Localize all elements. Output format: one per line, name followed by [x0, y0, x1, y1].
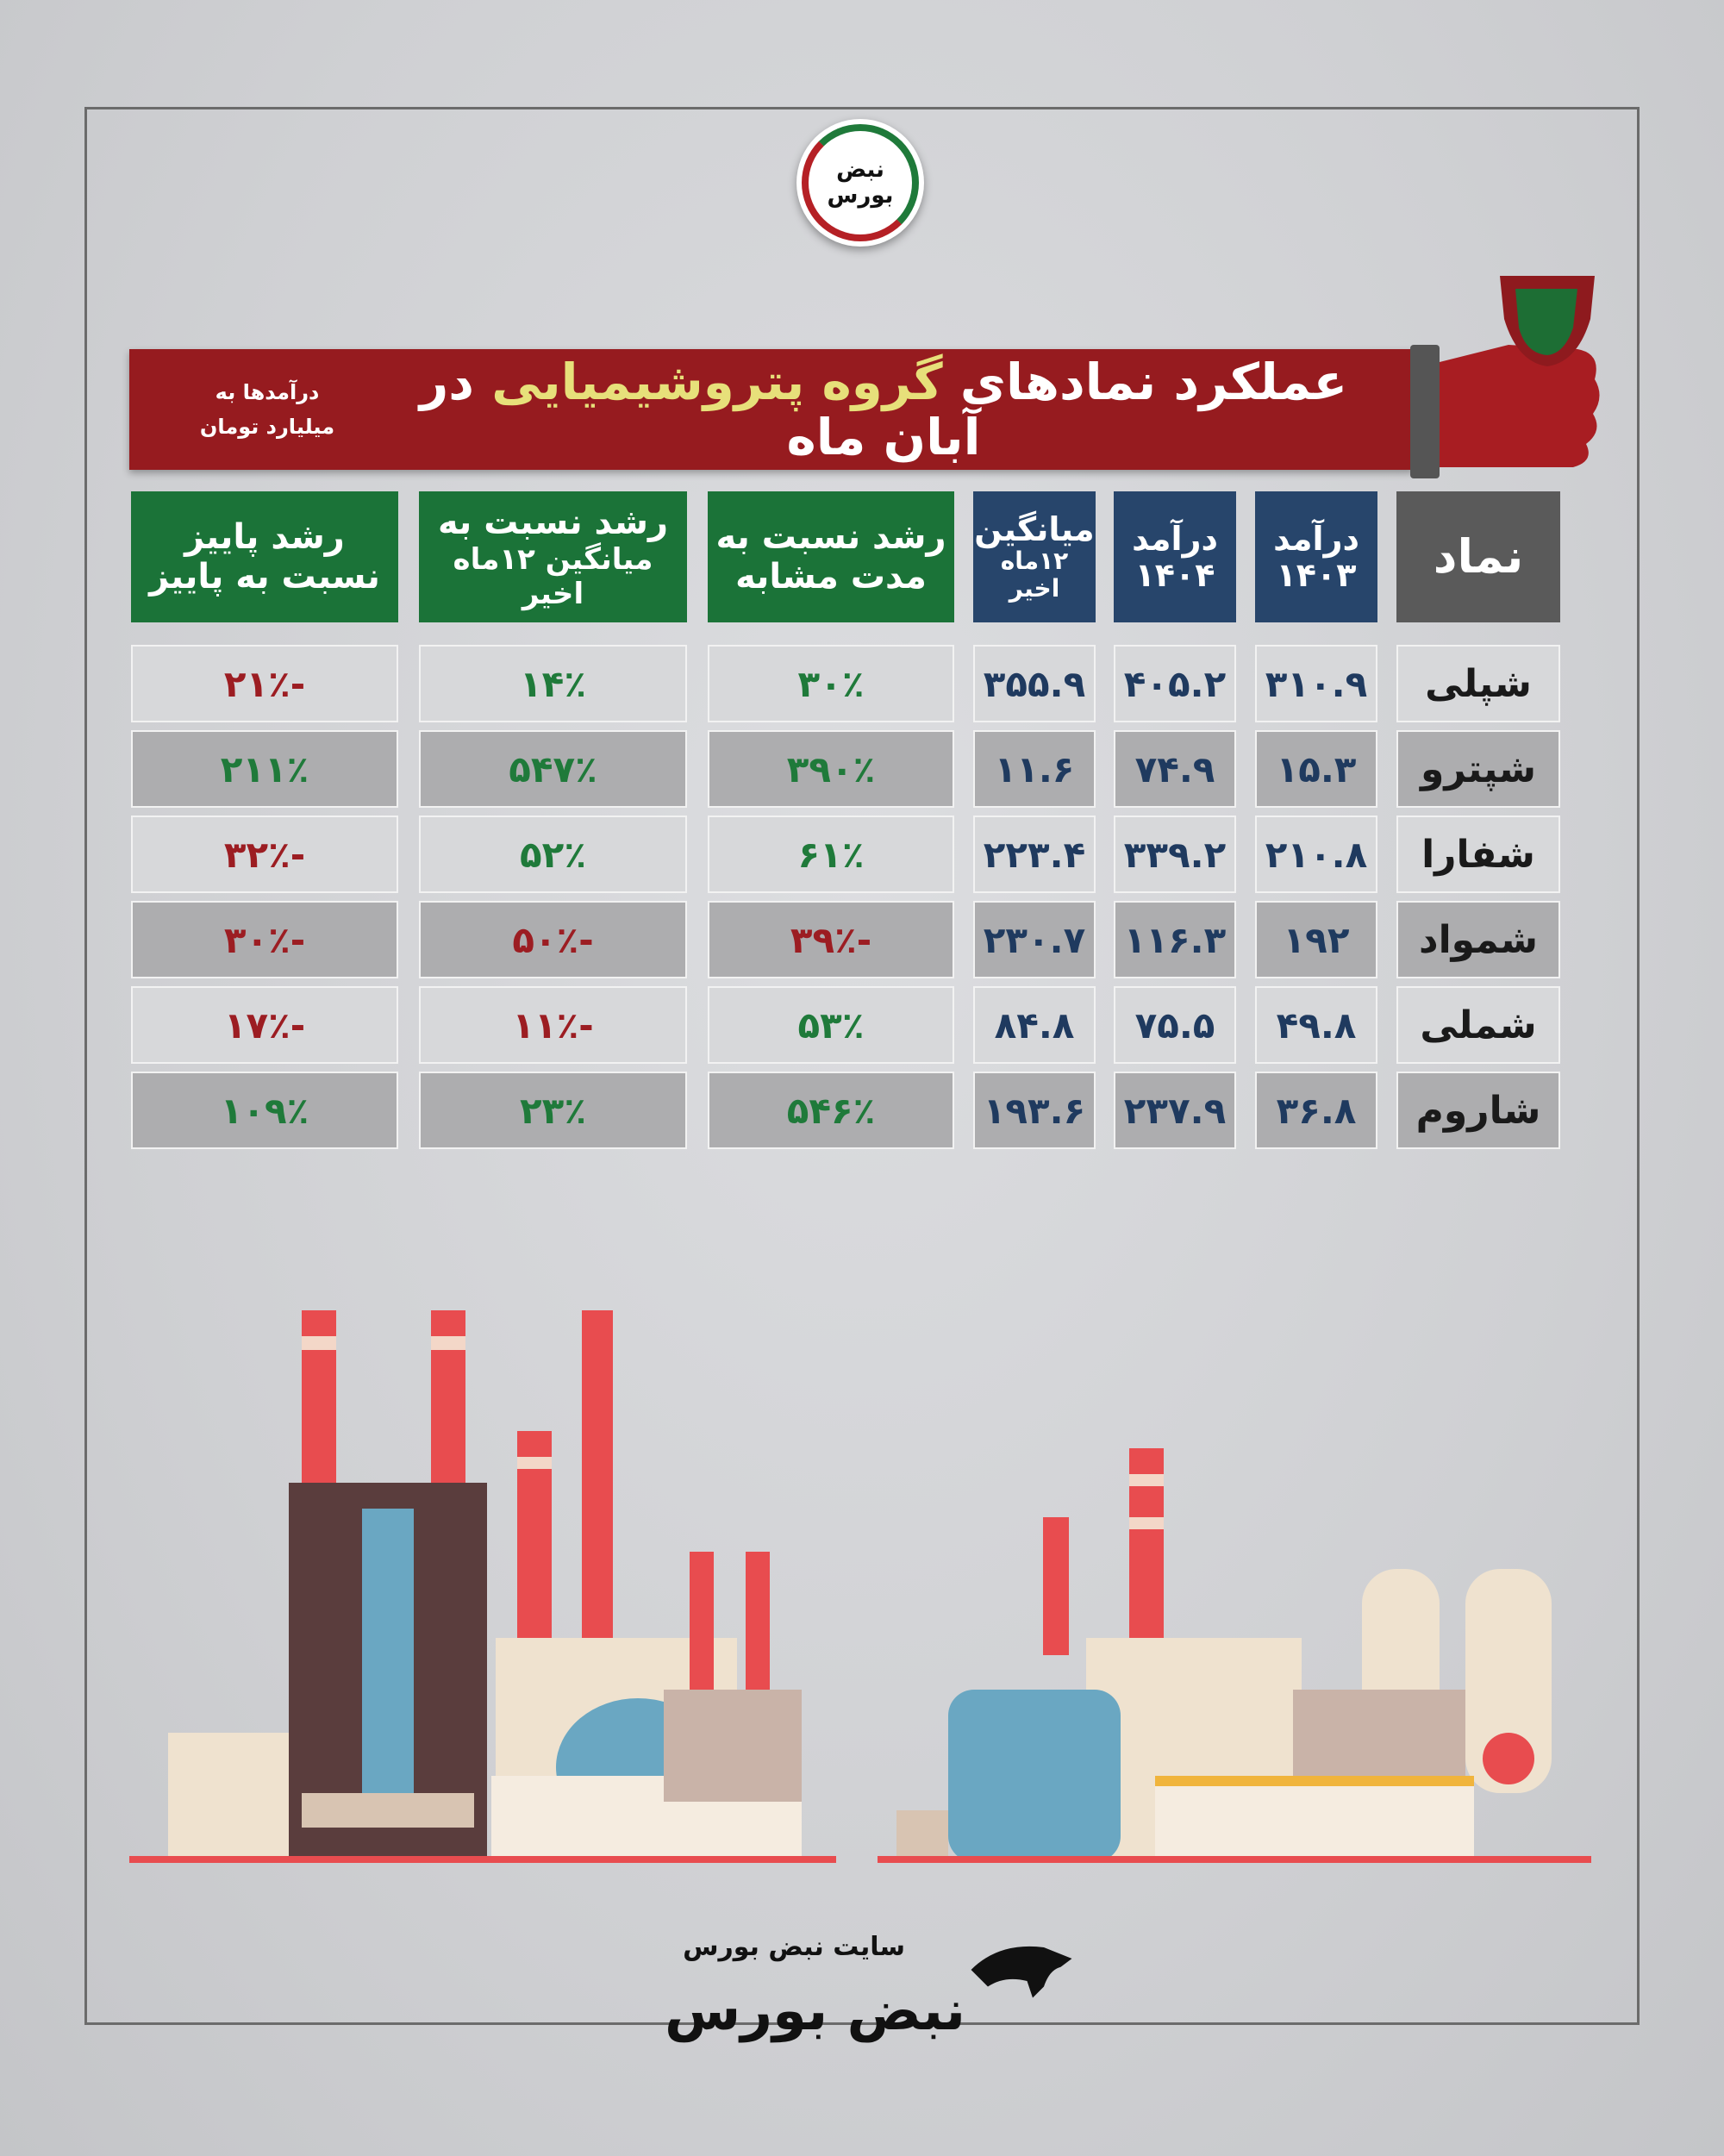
cell-g_fall: ۱۰۹٪ [131, 1072, 398, 1149]
title-part2: در آبان ماه [419, 353, 981, 466]
page-title: عملکرد نمادهای گروه پتروشیمیایی در آبان … [397, 349, 1371, 470]
cell-rev1403: ۱۵.۳ [1255, 730, 1377, 808]
cell-rev1403: ۲۱۰.۸ [1255, 816, 1377, 893]
column-header-name: نماد [1396, 491, 1560, 622]
title-banner: عملکرد نمادهای گروه پتروشیمیایی در آبان … [129, 349, 1414, 470]
cell-g_yoy: ۵۳٪ [708, 986, 954, 1064]
cell-rev1403: ۳۶.۸ [1255, 1072, 1377, 1149]
header-line1: نماد [1433, 529, 1524, 584]
hand-holding-sign-icon [1410, 276, 1600, 478]
factory-left-illustration [168, 1310, 802, 1862]
cell-avg12: ۱۱.۶ [973, 730, 1096, 808]
cell-g_yoy: ۶۱٪ [708, 816, 954, 893]
cell-g_avg: -۵۰٪ [419, 901, 687, 978]
header-line2: ۱۴۰۳ [1276, 556, 1357, 594]
cell-rev1403: ۱۹۲ [1255, 901, 1377, 978]
ground-line-right [878, 1856, 1591, 1863]
cell-rev1403: ۴۹.۸ [1255, 986, 1377, 1064]
cell-rev1404: ۲۳۷.۹ [1114, 1072, 1236, 1149]
logo-line1: نبض [836, 157, 884, 183]
cell-g_yoy: ۳۰٪ [708, 645, 954, 722]
header-line2: ۱۲ماه اخیر [1000, 547, 1069, 603]
header-line1: رشد نسبت به [715, 517, 946, 557]
cell-g_avg: -۱۱٪ [419, 986, 687, 1064]
frame-border [84, 107, 1640, 2025]
header-line1: رشد نسبت به [438, 503, 668, 542]
ground-line-left [129, 1856, 836, 1863]
cell-g_fall: -۱۷٪ [131, 986, 398, 1064]
cell-rev1404: ۴۰۵.۲ [1114, 645, 1236, 722]
cell-avg12: ۲۳۰.۷ [973, 901, 1096, 978]
unit-note: درآمدها به میلیارد تومان [155, 349, 379, 470]
title-part1: عملکرد نمادهای [959, 353, 1348, 411]
footer-site-text: سایت نبض بورس [683, 1932, 905, 1962]
row-symbol: شپلی [1396, 645, 1560, 722]
header-line2: ۱۴۰۴ [1134, 556, 1215, 594]
column-header-rev1404: درآمد ۱۴۰۴ [1114, 491, 1236, 622]
nabz-bourse-logo: نبض بورس [796, 119, 924, 247]
header-line1: درآمد [1273, 520, 1359, 558]
header-line2: میانگین ۱۲ماه اخیر [453, 542, 653, 611]
column-header-g_fall: رشد پاییز نسبت به پاییز [131, 491, 398, 622]
column-header-g_yoy: رشد نسبت به مدت مشابه [708, 491, 954, 622]
column-header-g_avg: رشد نسبت به میانگین ۱۲ماه اخیر [419, 491, 687, 622]
row-symbol: شملی [1396, 986, 1560, 1064]
cell-avg12: ۲۲۳.۴ [973, 816, 1096, 893]
cell-g_fall: ۲۱۱٪ [131, 730, 398, 808]
factory-right-illustration [896, 1448, 1552, 1862]
row-symbol: شمواد [1396, 901, 1560, 978]
cell-avg12: ۸۴.۸ [973, 986, 1096, 1064]
header-line1: رشد پاییز [184, 517, 345, 557]
cell-avg12: ۳۵۵.۹ [973, 645, 1096, 722]
row-symbol: شپترو [1396, 730, 1560, 808]
cell-g_yoy: ۳۹۰٪ [708, 730, 954, 808]
cell-rev1404: ۱۱۶.۳ [1114, 901, 1236, 978]
row-symbol: شاروم [1396, 1072, 1560, 1149]
bull-icon [971, 1946, 1072, 1998]
title-highlight: گروه پتروشیمیایی [491, 353, 943, 411]
header-line2: مدت مشابه [735, 557, 927, 597]
cell-g_avg: ۵۲٪ [419, 816, 687, 893]
row-symbol: شفارا [1396, 816, 1560, 893]
header-line2: نسبت به پاییز [149, 557, 380, 597]
cell-g_fall: -۳۰٪ [131, 901, 398, 978]
footer-logo: سایت نبض بورس نبض بورس [665, 1918, 1078, 2056]
cell-g_yoy: ۵۴۶٪ [708, 1072, 954, 1149]
unit-line1: درآمدها به [215, 380, 320, 404]
cell-rev1404: ۷۵.۵ [1114, 986, 1236, 1064]
cell-rev1403: ۳۱۰.۹ [1255, 645, 1377, 722]
cell-g_yoy: -۳۹٪ [708, 901, 954, 978]
header-line1: درآمد [1132, 520, 1218, 558]
logo-line2: بورس [827, 183, 894, 209]
cell-g_avg: ۵۴۷٪ [419, 730, 687, 808]
cell-g_avg: ۲۳٪ [419, 1072, 687, 1149]
cell-g_fall: -۲۱٪ [131, 645, 398, 722]
cell-rev1404: ۳۳۹.۲ [1114, 816, 1236, 893]
column-header-rev1403: درآمد ۱۴۰۳ [1255, 491, 1377, 622]
column-header-avg12: میانگین ۱۲ماه اخیر [973, 491, 1096, 622]
cell-rev1404: ۷۴.۹ [1114, 730, 1236, 808]
cell-avg12: ۱۹۳.۶ [973, 1072, 1096, 1149]
footer-brand-text: نبض بورس [664, 1979, 965, 2043]
header-line1: میانگین [974, 510, 1095, 548]
cell-g_avg: ۱۴٪ [419, 645, 687, 722]
unit-line2: میلیارد تومان [199, 415, 335, 439]
cell-g_fall: -۳۲٪ [131, 816, 398, 893]
